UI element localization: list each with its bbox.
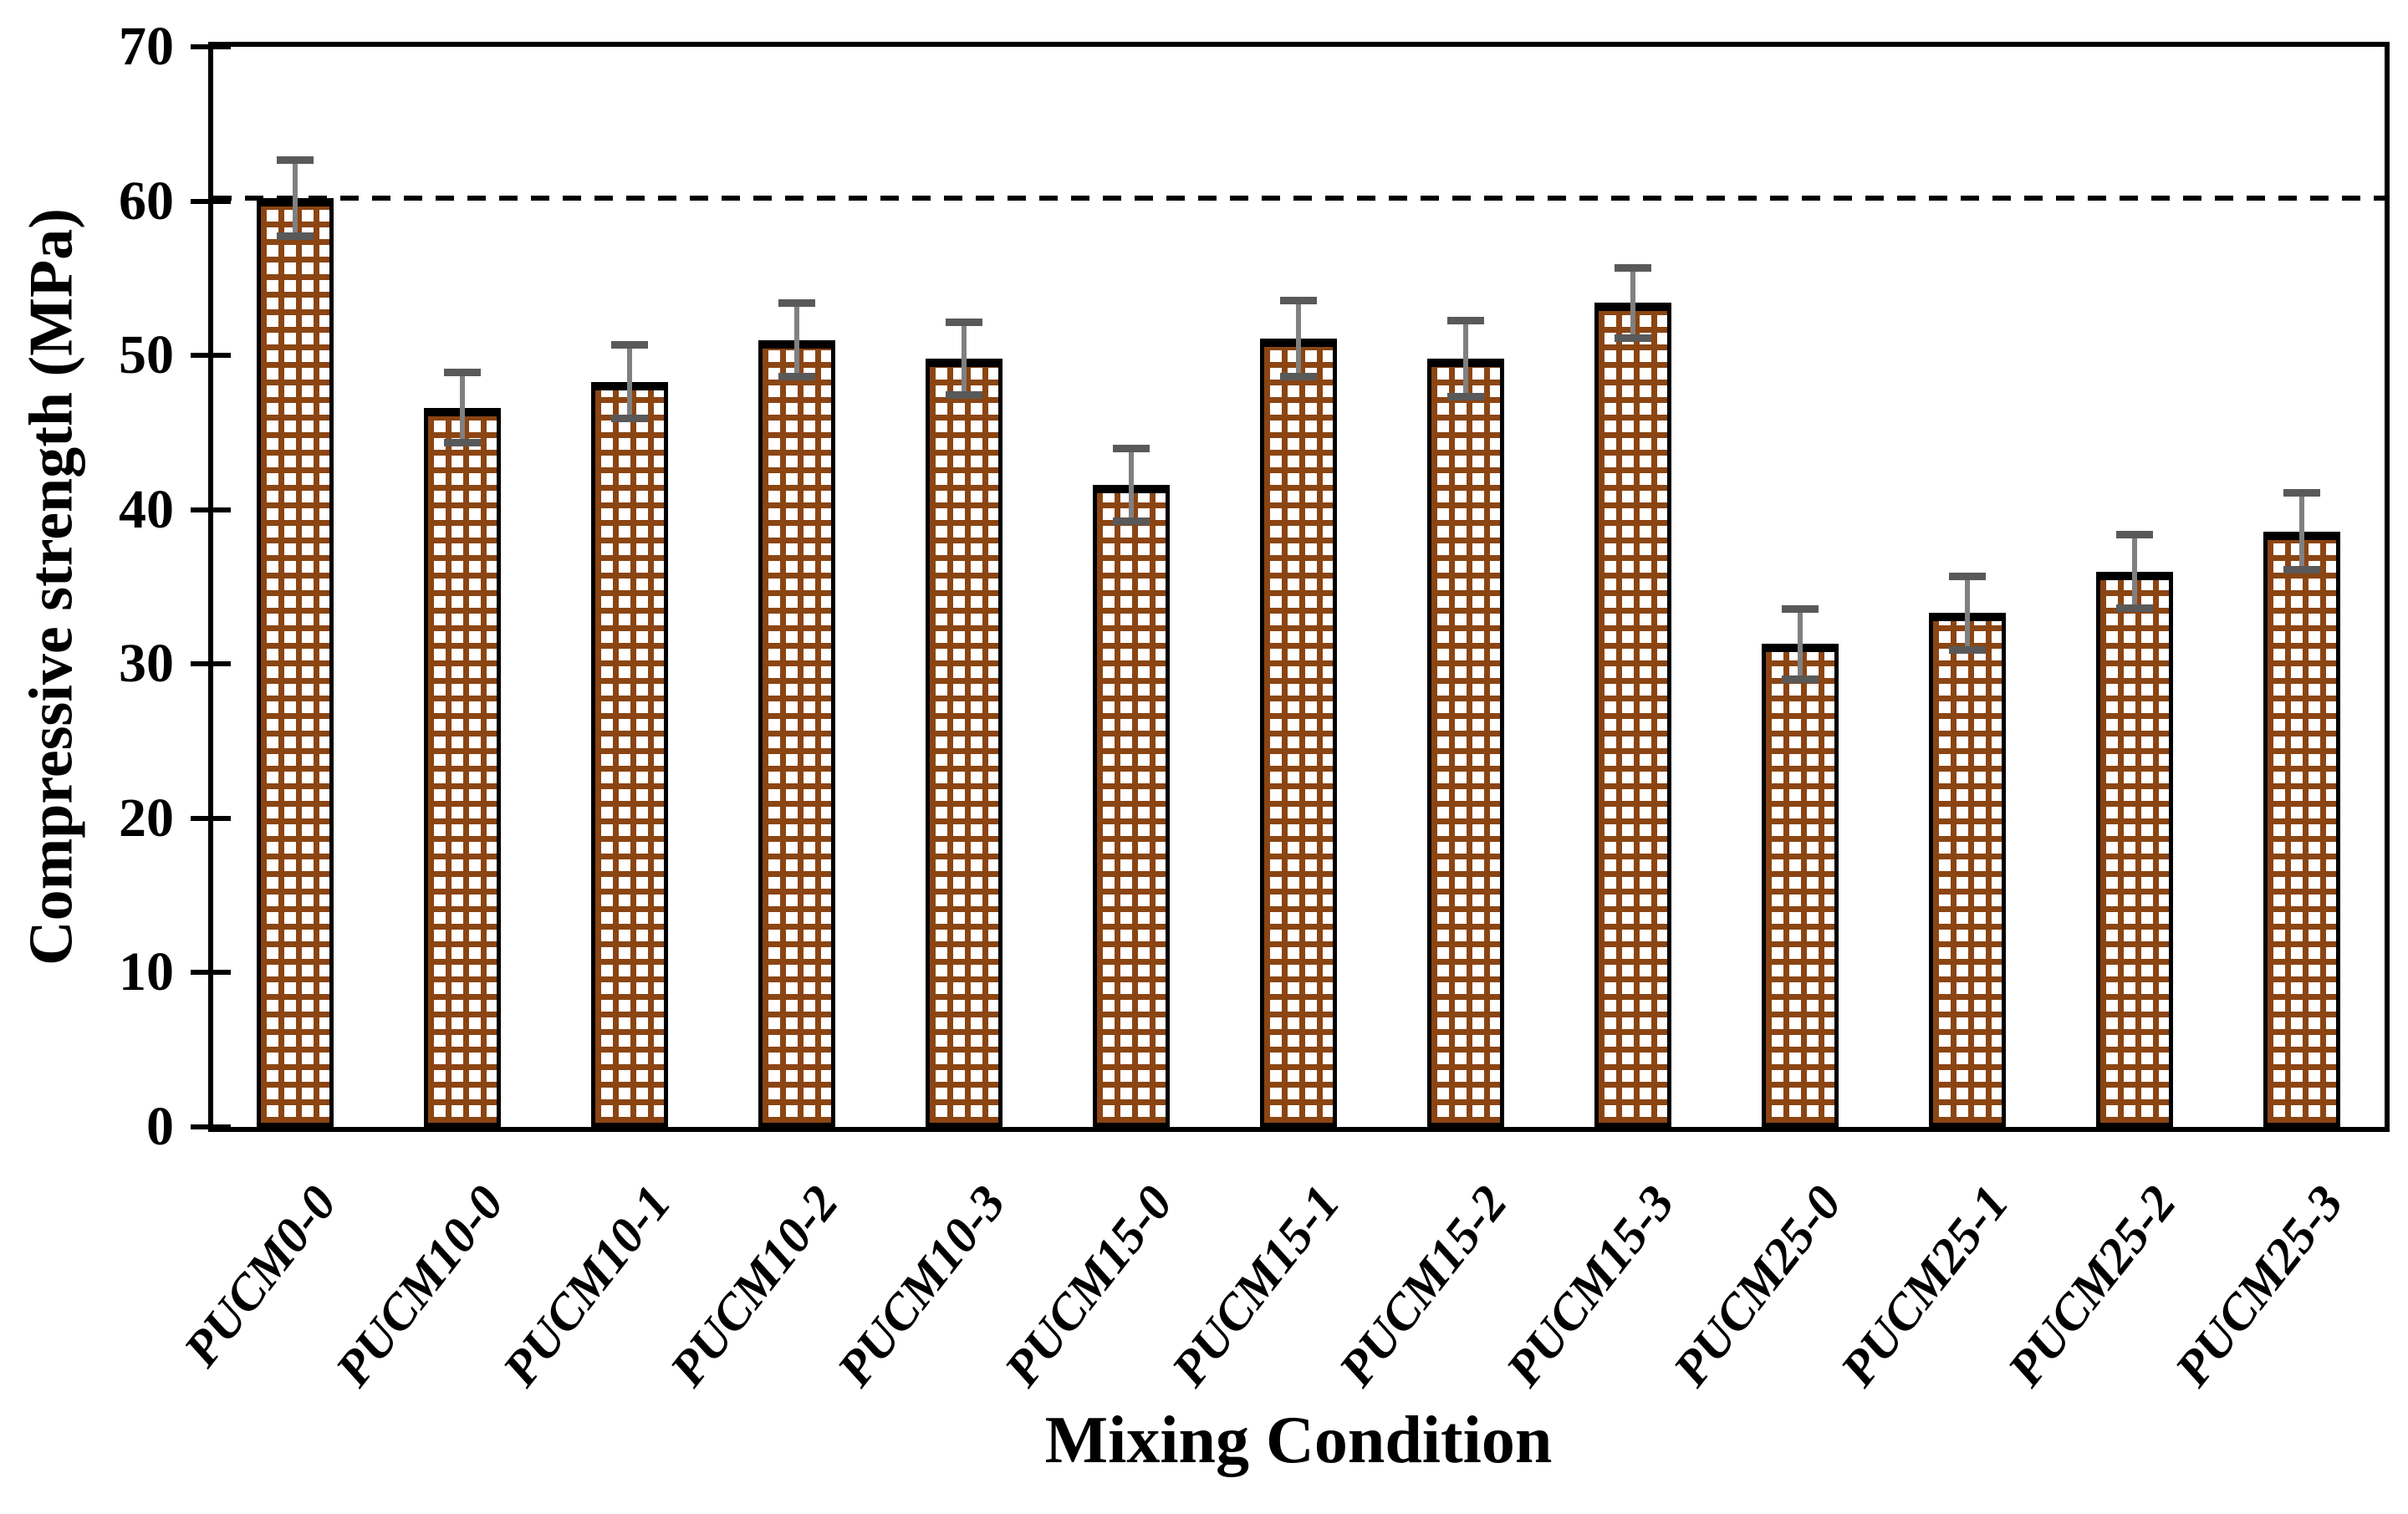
bar: [926, 359, 1002, 1127]
x-category-label: PUCM15-2: [1328, 1175, 1518, 1397]
x-category-label: PUCM25-1: [1829, 1175, 2019, 1397]
error-bar-line: [293, 159, 298, 237]
plot-area: [208, 42, 2390, 1132]
error-bar-line: [627, 344, 632, 419]
error-bar-cap-top: [1280, 296, 1317, 304]
x-category-label: PUCM10-0: [324, 1175, 514, 1397]
error-bar-cap-bottom: [1949, 645, 1986, 654]
error-bar-cap-bottom: [1447, 392, 1484, 400]
error-bar-line: [2299, 492, 2304, 570]
y-axis-tick: [191, 815, 231, 821]
error-bar-cap-top: [1447, 316, 1484, 324]
y-axis-tick: [191, 507, 231, 512]
y-axis-tick: [191, 1124, 231, 1129]
error-bar-line: [1296, 299, 1301, 377]
error-bar-cap-top: [2283, 489, 2320, 497]
error-bar-cap-top: [444, 369, 481, 377]
x-category-label: PUCM10-2: [659, 1175, 849, 1397]
bar: [257, 198, 334, 1127]
error-bar-line: [460, 372, 465, 444]
x-axis-title: Mixing Condition: [1044, 1404, 1553, 1477]
error-bar: [1280, 296, 1317, 380]
y-axis-tick: [191, 353, 231, 359]
error-bar-line: [1798, 608, 1803, 680]
y-axis-tick: [191, 44, 231, 49]
error-bar-cap-bottom: [2283, 565, 2320, 573]
bar: [591, 382, 668, 1127]
error-bar-line: [794, 303, 799, 377]
x-category-label: PUCM25-3: [2164, 1175, 2354, 1397]
error-bar: [2283, 489, 2320, 573]
bar: [1929, 613, 2006, 1127]
error-bar: [444, 369, 481, 447]
bar: [1427, 359, 1504, 1127]
x-category-label: PUCM25-0: [1662, 1175, 1852, 1397]
y-axis-tick-label: 20: [119, 787, 174, 849]
error-bar-cap-top: [611, 341, 648, 349]
error-bar-cap-bottom: [1113, 517, 1150, 526]
error-bar-cap-bottom: [277, 232, 314, 241]
bar: [424, 408, 501, 1127]
error-bar-cap-top: [1949, 573, 1986, 581]
error-bar-cap-top: [946, 318, 982, 326]
x-category-label: PUCM10-3: [826, 1175, 1016, 1397]
error-bar-cap-bottom: [444, 439, 481, 447]
y-axis-title: Compressive strength (MPa): [17, 208, 86, 966]
y-axis-tick-label: 0: [146, 1096, 174, 1157]
error-bar: [1447, 316, 1484, 400]
x-category-label: PUCM0-0: [172, 1175, 347, 1377]
error-bar-cap-top: [1782, 604, 1819, 613]
bar: [2263, 532, 2340, 1127]
bar: [1093, 485, 1170, 1127]
y-axis-tick-label: 40: [119, 478, 174, 540]
error-bar-line: [1630, 267, 1635, 339]
y-axis-tick: [191, 198, 231, 204]
bar: [1594, 303, 1671, 1127]
x-category-label: PUCM15-0: [993, 1175, 1183, 1397]
x-category-label: PUCM10-1: [492, 1175, 681, 1397]
reference-dashed-line: [213, 195, 2385, 201]
error-bar: [611, 341, 648, 422]
error-bar: [277, 155, 314, 241]
error-bar-cap-top: [2116, 531, 2153, 539]
y-axis-tick-label: 30: [119, 633, 174, 695]
error-bar-cap-bottom: [1615, 334, 1651, 342]
error-bar-cap-bottom: [946, 391, 982, 400]
bar: [2096, 572, 2173, 1127]
error-bar: [946, 318, 982, 400]
y-axis-tick-label: 10: [119, 941, 174, 1003]
y-axis-tick: [191, 661, 231, 667]
error-bar-cap-bottom: [1782, 675, 1819, 683]
error-bar-line: [1129, 447, 1134, 523]
error-bar-cap-bottom: [778, 372, 815, 380]
error-bar: [1113, 444, 1150, 526]
error-bar-cap-top: [778, 299, 815, 308]
y-axis-tick-label: 60: [119, 170, 174, 232]
error-bar: [1615, 263, 1651, 342]
bar: [1762, 644, 1839, 1127]
x-category-label: PUCM15-3: [1495, 1175, 1685, 1397]
bar: [1260, 339, 1337, 1127]
y-axis-tick-label: 70: [119, 16, 174, 77]
y-axis-tick: [191, 970, 231, 976]
error-bar: [778, 299, 815, 380]
error-bar-cap-top: [1113, 444, 1150, 452]
error-bar-line: [1965, 576, 1970, 650]
error-bar: [1949, 573, 1986, 654]
error-bar-cap-bottom: [611, 414, 648, 422]
x-category-label: PUCM25-2: [1997, 1175, 2186, 1397]
error-bar-cap-top: [277, 155, 314, 164]
error-bar: [1782, 604, 1819, 683]
error-bar: [2116, 531, 2153, 612]
bar: [758, 340, 835, 1127]
error-bar-line: [1463, 319, 1468, 397]
error-bar-cap-top: [1615, 263, 1651, 272]
x-category-label: PUCM15-1: [1161, 1175, 1350, 1397]
error-bar-line: [2132, 534, 2137, 609]
y-axis-tick-label: 50: [119, 324, 174, 386]
error-bar-cap-bottom: [1280, 372, 1317, 380]
error-bar-cap-bottom: [2116, 604, 2153, 612]
error-bar-line: [962, 321, 967, 396]
